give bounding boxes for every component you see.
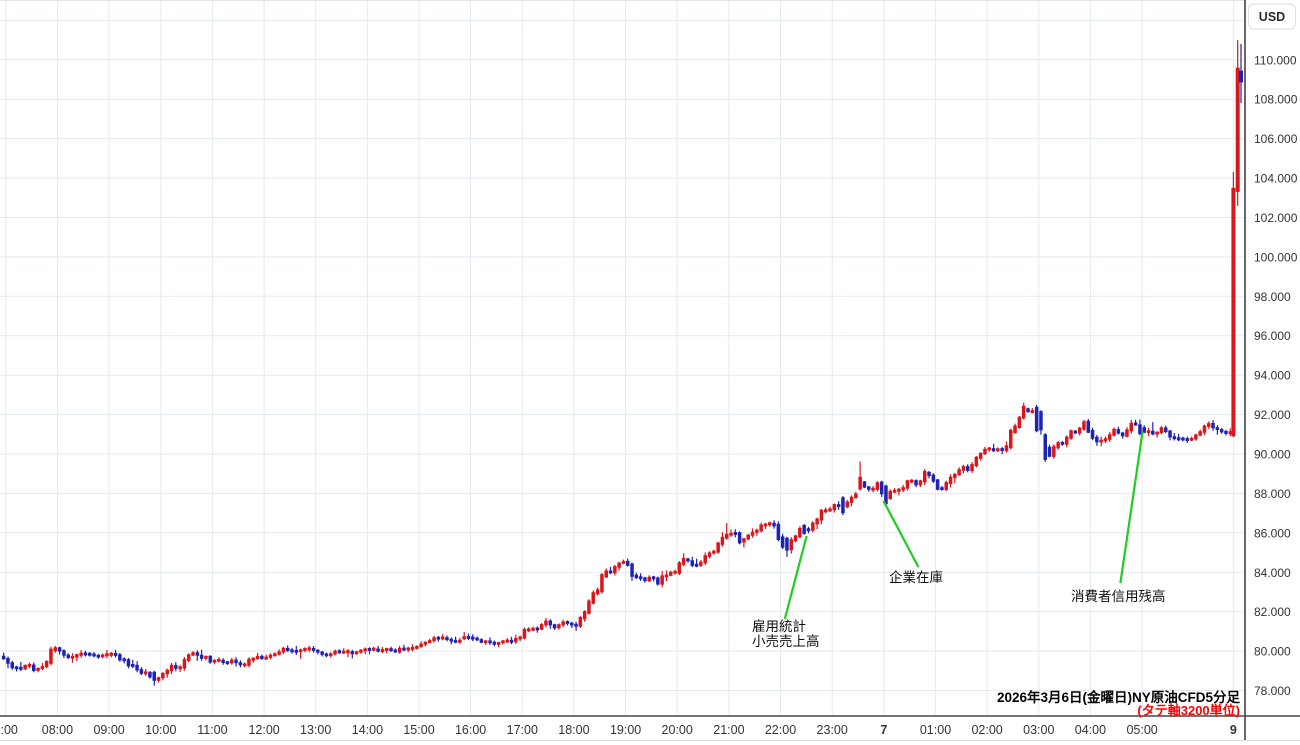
svg-text:21:00: 21:00	[713, 723, 744, 737]
svg-text:22:00: 22:00	[765, 723, 796, 737]
svg-text:消費者信用残高: 消費者信用残高	[1071, 588, 1166, 604]
svg-text:84.000: 84.000	[1254, 566, 1291, 580]
svg-text:82.000: 82.000	[1254, 605, 1291, 619]
svg-text::00: :00	[1, 723, 18, 737]
svg-text:USD: USD	[1259, 10, 1285, 24]
svg-text:94.000: 94.000	[1254, 369, 1291, 383]
svg-text:98.000: 98.000	[1254, 290, 1291, 304]
svg-text:10:00: 10:00	[145, 723, 176, 737]
svg-text:18:00: 18:00	[558, 723, 589, 737]
svg-text:96.000: 96.000	[1254, 329, 1291, 343]
svg-text:104.000: 104.000	[1254, 172, 1298, 186]
svg-text:78.000: 78.000	[1254, 684, 1291, 698]
svg-text:14:00: 14:00	[352, 723, 383, 737]
svg-text:(タテ軸3200単位): (タテ軸3200単位)	[1137, 703, 1240, 718]
svg-text:09:00: 09:00	[93, 723, 124, 737]
svg-text:05:00: 05:00	[1126, 723, 1157, 737]
svg-text:01:00: 01:00	[920, 723, 951, 737]
svg-text:雇用統計: 雇用統計	[752, 618, 806, 634]
svg-text:08:00: 08:00	[42, 723, 73, 737]
svg-text:19:00: 19:00	[610, 723, 641, 737]
svg-text:106.000: 106.000	[1254, 132, 1298, 146]
svg-text:15:00: 15:00	[403, 723, 434, 737]
svg-text:23:00: 23:00	[817, 723, 848, 737]
svg-text:20:00: 20:00	[662, 723, 693, 737]
svg-text:16:00: 16:00	[455, 723, 486, 737]
svg-text:108.000: 108.000	[1254, 93, 1298, 107]
svg-text:88.000: 88.000	[1254, 487, 1291, 501]
svg-text:04:00: 04:00	[1075, 723, 1106, 737]
svg-text:小売売上高: 小売売上高	[752, 633, 820, 649]
svg-text:80.000: 80.000	[1254, 645, 1291, 659]
svg-text:100.000: 100.000	[1254, 250, 1298, 264]
svg-text:86.000: 86.000	[1254, 526, 1291, 540]
svg-text:12:00: 12:00	[248, 723, 279, 737]
svg-text:企業在庫: 企業在庫	[889, 569, 943, 585]
svg-text:90.000: 90.000	[1254, 448, 1291, 462]
svg-text:102.000: 102.000	[1254, 211, 1298, 225]
svg-text:13:00: 13:00	[300, 723, 331, 737]
svg-text:02:00: 02:00	[971, 723, 1002, 737]
svg-text:92.000: 92.000	[1254, 408, 1291, 422]
svg-text:03:00: 03:00	[1023, 723, 1054, 737]
svg-text:2026年3月6日(金曜日)NY原油CFD5分足: 2026年3月6日(金曜日)NY原油CFD5分足	[997, 689, 1241, 705]
svg-text:17:00: 17:00	[507, 723, 538, 737]
svg-text:7: 7	[880, 723, 887, 737]
svg-text:9: 9	[1230, 723, 1237, 737]
svg-text:110.000: 110.000	[1254, 53, 1297, 67]
svg-text:11:00: 11:00	[197, 723, 227, 737]
